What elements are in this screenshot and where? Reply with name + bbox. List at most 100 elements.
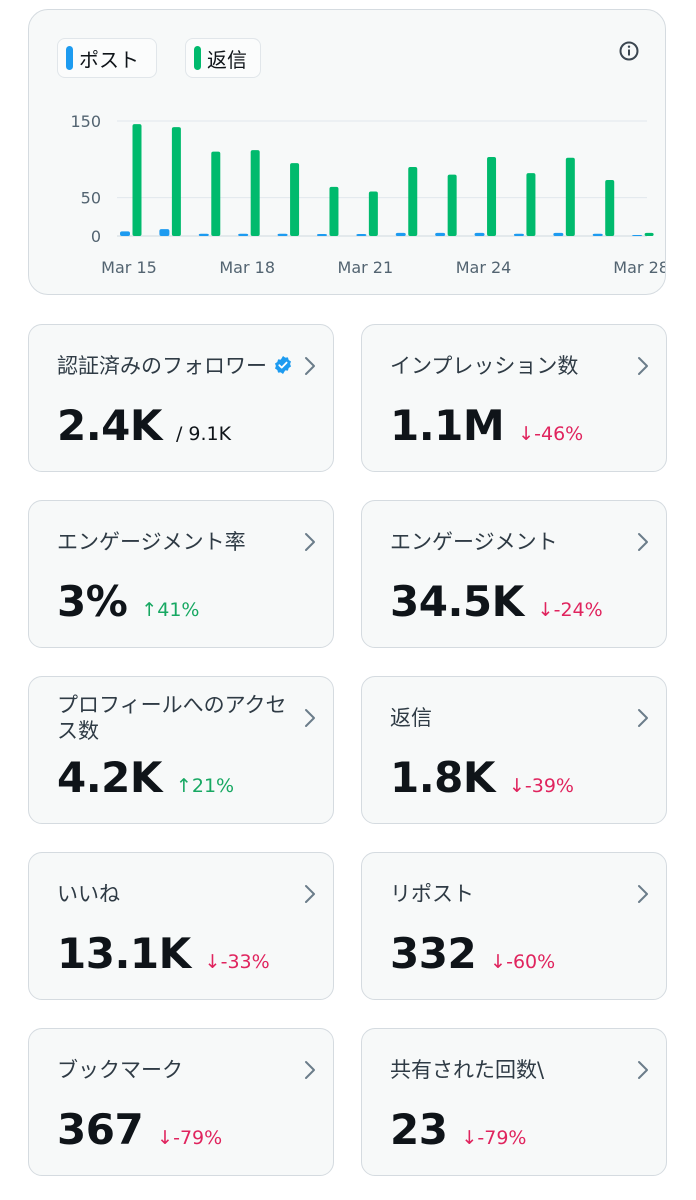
stat-label: いいね	[57, 882, 120, 906]
info-icon[interactable]	[618, 40, 640, 62]
stat-card[interactable]: 共有された回数\ 23 ↓-79%	[361, 1028, 667, 1176]
stat-card[interactable]: エンゲージメント率 3% ↑41%	[28, 500, 334, 648]
arrow-up-icon: ↑	[141, 599, 158, 621]
stat-change: ↓-60%	[490, 951, 555, 973]
bar-replies[interactable]	[605, 180, 615, 236]
stat-label: 認証済みのフォロワー	[57, 354, 267, 378]
stat-card[interactable]: ブックマーク 367 ↓-79%	[28, 1028, 334, 1176]
stat-change: ↓-33%	[205, 951, 270, 973]
stat-label: インプレッション数	[390, 354, 579, 378]
legend-label-replies: 返信	[207, 47, 247, 72]
stat-value-row: 332 ↓-60%	[390, 929, 555, 978]
legend-replies[interactable]: 返信	[185, 38, 261, 78]
stat-change-value: 21%	[191, 775, 235, 797]
stat-change-value: -79%	[173, 1127, 223, 1149]
bar-replies[interactable]	[408, 167, 418, 236]
bar-posts[interactable]	[238, 233, 249, 236]
stat-card[interactable]: 認証済みのフォロワー 2.4K / 9.1K	[28, 324, 334, 472]
stat-value: 1.1M	[390, 401, 505, 450]
bar-replies[interactable]	[211, 151, 221, 236]
y-tick-label: 150	[70, 112, 101, 131]
stat-card[interactable]: いいね 13.1K ↓-33%	[28, 852, 334, 1000]
chevron-right-icon[interactable]	[303, 355, 317, 377]
stat-value: 23	[390, 1105, 448, 1154]
bar-posts[interactable]	[356, 234, 367, 236]
bar-posts[interactable]	[277, 233, 288, 236]
arrow-down-icon: ↓	[518, 423, 535, 445]
bar-replies[interactable]	[171, 127, 181, 236]
arrow-down-icon: ↓	[537, 599, 554, 621]
bar-replies[interactable]	[447, 174, 457, 236]
chevron-right-icon[interactable]	[303, 883, 317, 905]
bar-replies[interactable]	[644, 232, 654, 236]
stat-change: ↑41%	[141, 599, 199, 621]
stat-change: ↓-79%	[461, 1127, 526, 1149]
bar-replies[interactable]	[329, 186, 339, 236]
arrow-down-icon: ↓	[157, 1127, 174, 1149]
bar-posts[interactable]	[435, 232, 446, 236]
chevron-right-icon[interactable]	[636, 883, 650, 905]
stat-card[interactable]: インプレッション数 1.1M ↓-46%	[361, 324, 667, 472]
bar-posts[interactable]	[198, 233, 209, 236]
stat-change-value: 41%	[157, 599, 200, 621]
stat-card[interactable]: エンゲージメント 34.5K ↓-24%	[361, 500, 667, 648]
bar-replies[interactable]	[132, 124, 142, 236]
stat-label: 共有された回数\	[390, 1058, 545, 1082]
bar-posts[interactable]	[474, 232, 485, 236]
stat-value: 1.8K	[390, 753, 495, 802]
stat-value-row: 2.4K / 9.1K	[57, 401, 231, 450]
bar-replies[interactable]	[526, 173, 536, 236]
chevron-right-icon[interactable]	[636, 355, 650, 377]
bar-posts[interactable]	[632, 235, 643, 236]
verified-badge-icon	[275, 356, 291, 374]
arrow-down-icon: ↓	[461, 1127, 478, 1149]
legend-posts[interactable]: ポスト	[57, 38, 157, 78]
arrow-up-icon: ↑	[175, 775, 192, 797]
bar-posts[interactable]	[395, 232, 406, 236]
bar-posts[interactable]	[553, 232, 564, 236]
x-tick-label: Mar 24	[456, 258, 512, 277]
chevron-right-icon[interactable]	[636, 531, 650, 553]
stat-value-row: 3% ↑41%	[57, 577, 199, 626]
chevron-right-icon[interactable]	[303, 531, 317, 553]
stat-card[interactable]: 返信 1.8K ↓-39%	[361, 676, 667, 824]
stat-total: / 9.1K	[175, 423, 232, 445]
bar-replies[interactable]	[368, 191, 378, 236]
stat-label: ブックマーク	[57, 1058, 183, 1082]
stat-value-row: 4.2K ↑21%	[57, 753, 234, 802]
stat-card[interactable]: リポスト 332 ↓-60%	[361, 852, 667, 1000]
arrow-down-icon: ↓	[508, 775, 525, 797]
chevron-right-icon[interactable]	[303, 1059, 317, 1081]
bar-posts[interactable]	[159, 229, 170, 236]
stat-value-row: 13.1K ↓-33%	[57, 929, 270, 978]
bar-replies[interactable]	[487, 157, 497, 236]
stat-value-row: 34.5K ↓-24%	[390, 577, 603, 626]
stat-change-value: -24%	[553, 599, 603, 621]
stat-label: エンゲージメント率	[57, 530, 246, 554]
bar-posts[interactable]	[120, 231, 130, 236]
legend-swatch-posts	[66, 46, 73, 70]
stat-card[interactable]: プロフィールへのアクセス数 4.2K ↑21%	[28, 676, 334, 824]
chevron-right-icon[interactable]	[303, 707, 317, 729]
bar-replies[interactable]	[290, 163, 300, 236]
bar-posts[interactable]	[592, 233, 603, 236]
chevron-right-icon[interactable]	[636, 1059, 650, 1081]
x-tick-label: Mar 28	[613, 258, 665, 277]
stat-change: ↑21%	[176, 775, 234, 797]
chevron-right-icon[interactable]	[636, 707, 650, 729]
stat-value: 4.2K	[57, 753, 162, 802]
stat-change: ↓-46%	[518, 423, 583, 445]
legend-swatch-replies	[194, 46, 201, 70]
stat-change-value: -60%	[506, 951, 556, 973]
stat-value: 34.5K	[390, 577, 524, 626]
bar-posts[interactable]	[316, 234, 327, 236]
stat-value-row: 367 ↓-79%	[57, 1105, 222, 1154]
stat-change: ↓-24%	[538, 599, 603, 621]
x-tick-label: Mar 18	[219, 258, 275, 277]
bar-posts[interactable]	[513, 233, 524, 236]
stat-change: ↓-39%	[509, 775, 574, 797]
bar-replies[interactable]	[250, 150, 260, 236]
stat-change-value: -39%	[524, 775, 574, 797]
stat-label: プロフィールへのアクセス数	[57, 693, 287, 743]
bar-replies[interactable]	[565, 157, 575, 236]
